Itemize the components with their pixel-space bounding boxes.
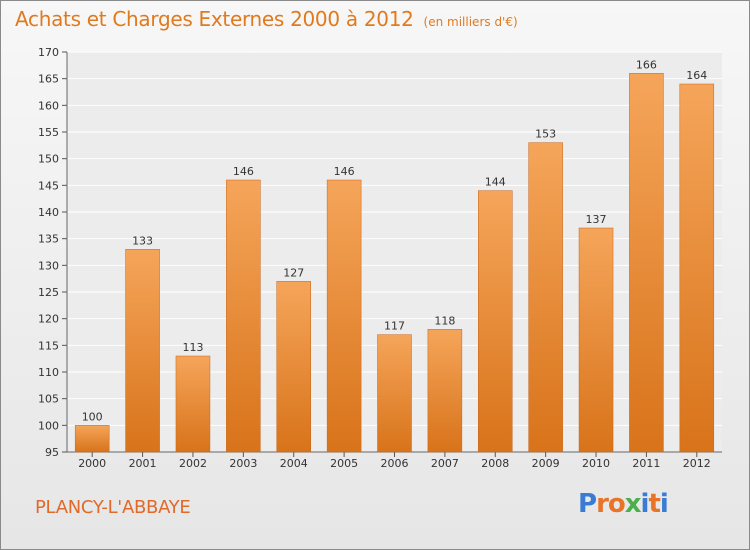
x-tick-label: 2002	[179, 457, 207, 470]
bar-value-label: 113	[182, 341, 203, 354]
x-tick-label: 2008	[481, 457, 509, 470]
x-tick-label: 2010	[582, 457, 610, 470]
bar	[679, 83, 715, 453]
bar	[528, 142, 563, 453]
y-tick-label: 125	[38, 286, 59, 299]
x-tick-label: 2003	[229, 457, 257, 470]
bar	[377, 334, 412, 453]
bar	[578, 227, 614, 453]
bar	[226, 179, 261, 453]
y-tick-label: 155	[38, 126, 59, 139]
y-tick-label: 150	[38, 153, 59, 166]
data-labels: 100 133 113 146 127 146 117 118 144 153 137 166 164	[82, 58, 708, 423]
y-tick-label: 170	[38, 46, 59, 59]
bar-value-label: 117	[384, 320, 405, 333]
bar-value-label: 137	[586, 213, 607, 226]
bar-value-label: 164	[686, 69, 707, 82]
place-name: PLANCY-L'ABBAYE	[35, 497, 191, 518]
y-tick-label: 110	[38, 366, 59, 379]
x-tick-label: 2011	[632, 457, 660, 470]
logo-letter: t	[648, 489, 660, 519]
bar	[74, 425, 110, 453]
proxiti-logo: Proxiti	[578, 489, 669, 519]
x-tick-label: 2007	[431, 457, 459, 470]
x-tick-label: 2000	[78, 457, 106, 470]
x-axis-labels: 2000 2001 2002 2003 2004 2005 2006 2007 2008 2009…	[78, 457, 711, 470]
bar-value-label: 144	[485, 176, 506, 189]
bar-value-label: 127	[283, 266, 304, 279]
y-tick-label: 95	[45, 446, 59, 459]
bar	[629, 73, 664, 453]
y-tick-label: 135	[38, 233, 59, 246]
logo-letter: r	[596, 489, 609, 519]
bar-value-label: 133	[132, 234, 153, 247]
bar	[276, 281, 311, 453]
bar	[175, 355, 211, 453]
y-tick-label: 145	[38, 179, 59, 192]
x-tick-label: 2001	[129, 457, 157, 470]
chart-title: Achats et Charges Externes 2000 à 2012 (e…	[15, 7, 518, 31]
y-tick-label: 100	[38, 419, 59, 432]
x-tick-label: 2004	[280, 457, 308, 470]
y-tick-label: 130	[38, 259, 59, 272]
y-tick-label: 115	[38, 339, 59, 352]
bar	[326, 179, 362, 453]
logo-letter: x	[624, 489, 642, 519]
y-tick-label: 165	[38, 73, 59, 86]
chart-unit: (en milliers d'€)	[423, 15, 518, 29]
bar-value-label: 146	[334, 165, 355, 178]
y-tick-label: 160	[38, 99, 59, 112]
x-tick-label: 2009	[532, 457, 560, 470]
bar-value-label: 100	[82, 410, 103, 423]
logo-letter: P	[578, 489, 597, 519]
bar	[427, 329, 463, 453]
bar-value-label: 166	[636, 58, 657, 71]
x-tick-label: 2005	[330, 457, 358, 470]
bar-value-label: 153	[535, 128, 556, 141]
chart-title-text: Achats et Charges Externes 2000 à 2012	[15, 7, 414, 31]
y-tick-label: 120	[38, 313, 59, 326]
y-tick-label: 105	[38, 393, 59, 406]
bar	[478, 190, 513, 453]
x-tick-label: 2012	[683, 457, 711, 470]
x-tick-label: 2006	[381, 457, 409, 470]
bar-value-label: 146	[233, 165, 254, 178]
y-axis-labels: 95 100 105 110 115 120 125 130 135 140 145 150 155 16…	[38, 46, 59, 459]
bars	[74, 73, 715, 453]
bar	[125, 249, 160, 453]
logo-letter: i	[640, 489, 650, 519]
logo-letter: o	[607, 489, 626, 519]
y-tick-label: 140	[38, 206, 59, 219]
logo-letter: i	[659, 489, 669, 519]
bar-value-label: 118	[434, 314, 455, 327]
